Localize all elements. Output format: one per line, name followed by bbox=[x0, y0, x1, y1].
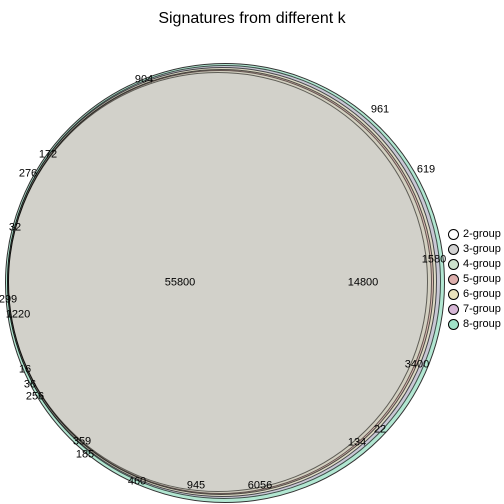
legend-item: 3-group bbox=[448, 243, 501, 255]
legend-swatch-icon bbox=[448, 229, 459, 240]
legend-label: 3-group bbox=[463, 243, 501, 255]
region-count-label: 14800 bbox=[348, 278, 379, 289]
region-count-label: 961 bbox=[371, 105, 389, 116]
region-count-label: 55800 bbox=[165, 278, 196, 289]
region-count-label: 276 bbox=[19, 169, 37, 180]
region-count-label: 299 bbox=[0, 295, 17, 306]
region-count-label: 619 bbox=[417, 165, 435, 176]
legend-label: 4-group bbox=[463, 258, 501, 270]
region-count-label: 6056 bbox=[248, 481, 272, 492]
legend-label: 7-group bbox=[463, 303, 501, 315]
legend-label: 5-group bbox=[463, 273, 501, 285]
legend-swatch-icon bbox=[448, 319, 459, 330]
region-count-label: 36 bbox=[24, 380, 36, 391]
region-count-label: 16 bbox=[19, 365, 31, 376]
region-count-label: 172 bbox=[39, 150, 57, 161]
legend-item: 2-group bbox=[448, 228, 501, 240]
legend-swatch-icon bbox=[448, 274, 459, 285]
legend-item: 7-group bbox=[448, 303, 501, 315]
region-count-label: 22 bbox=[374, 425, 386, 436]
legend-item: 8-group bbox=[448, 318, 501, 330]
region-count-label: 134 bbox=[348, 438, 366, 449]
region-count-label: 1580 bbox=[422, 255, 446, 266]
region-count-label: 460 bbox=[128, 477, 146, 488]
legend-item: 5-group bbox=[448, 273, 501, 285]
legend: 2-group 3-group 4-group 5-group 6-group 7-gro… bbox=[448, 228, 501, 330]
legend-label: 8-group bbox=[463, 318, 501, 330]
region-count-label: 32 bbox=[9, 223, 21, 234]
region-count-label: 904 bbox=[135, 75, 153, 86]
legend-label: 2-group bbox=[463, 228, 501, 240]
canvas: { "type": "venn-euler", "title": { "text… bbox=[0, 0, 504, 504]
legend-label: 6-group bbox=[463, 288, 501, 300]
region-count-label: 185 bbox=[76, 450, 94, 461]
chart-title: Signatures from different k bbox=[0, 10, 504, 28]
region-count-label: 256 bbox=[26, 392, 44, 403]
legend-item: 6-group bbox=[448, 288, 501, 300]
region-count-label: 945 bbox=[187, 481, 205, 492]
legend-item: 4-group bbox=[448, 258, 501, 270]
legend-swatch-icon bbox=[448, 259, 459, 270]
region-count-label: 1220 bbox=[6, 310, 30, 321]
legend-swatch-icon bbox=[448, 244, 459, 255]
region-count-label: 3400 bbox=[405, 360, 429, 371]
legend-swatch-icon bbox=[448, 304, 459, 315]
region-count-label: 359 bbox=[73, 437, 91, 448]
legend-swatch-icon bbox=[448, 289, 459, 300]
